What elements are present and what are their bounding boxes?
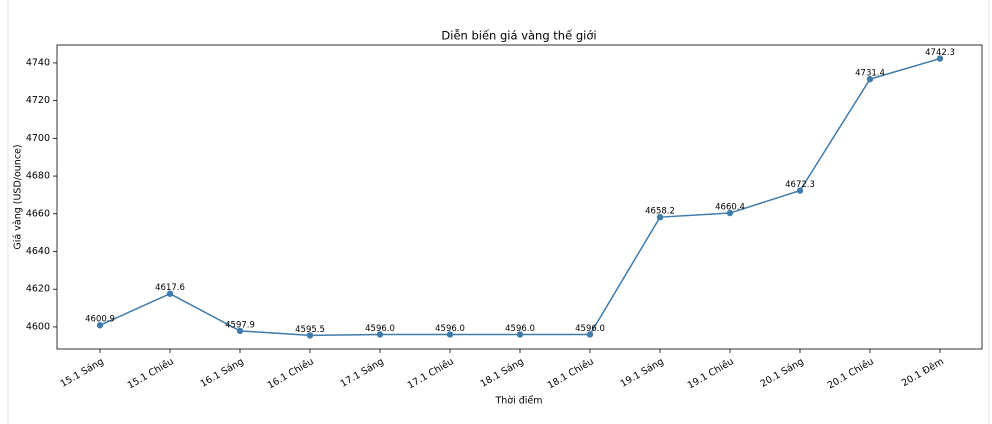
point: [726, 209, 734, 217]
data-label: 4596.0: [575, 324, 605, 334]
point: [96, 322, 104, 329]
data-label: 4597.9: [225, 320, 255, 330]
point: [236, 327, 244, 335]
data-label: 4600.9: [85, 315, 115, 325]
point: [306, 332, 314, 339]
point: [656, 213, 664, 221]
y-tick-label: 4620: [26, 284, 50, 295]
y-tick-label: 4700: [26, 133, 50, 144]
point: [866, 75, 874, 83]
point: [936, 55, 944, 62]
x-axis-label: Thời điểm: [494, 396, 542, 407]
point: [516, 331, 524, 338]
data-label: 4596.0: [505, 324, 535, 334]
point: [796, 187, 804, 194]
y-axis-label: Giá vàng (USD/ounce): [13, 144, 24, 249]
data-label: 4595.5: [295, 325, 325, 335]
chart-title: Diễn biến giá vàng thế giới: [441, 29, 596, 43]
point: [586, 331, 594, 338]
y-tick-label: 4660: [26, 208, 50, 219]
point: [376, 331, 384, 338]
data-label: 4660.4: [715, 203, 745, 213]
y-tick-label: 4680: [26, 171, 50, 182]
y-tick-label: 4640: [26, 246, 50, 257]
data-label: 4742.3: [925, 48, 955, 58]
data-label: 4731.4: [855, 69, 885, 79]
y-tick-label: 4740: [26, 57, 50, 68]
point: [446, 331, 454, 338]
data-label: 4658.2: [645, 207, 675, 217]
point: [166, 290, 174, 297]
y-tick-label: 4720: [26, 95, 50, 106]
data-label: 4596.0: [435, 324, 465, 334]
plot-frame: [56, 44, 983, 350]
data-label: 4672.3: [785, 180, 815, 190]
y-tick-label: 4600: [26, 321, 50, 332]
data-label: 4617.6: [155, 283, 185, 293]
data-label: 4596.0: [365, 324, 395, 334]
